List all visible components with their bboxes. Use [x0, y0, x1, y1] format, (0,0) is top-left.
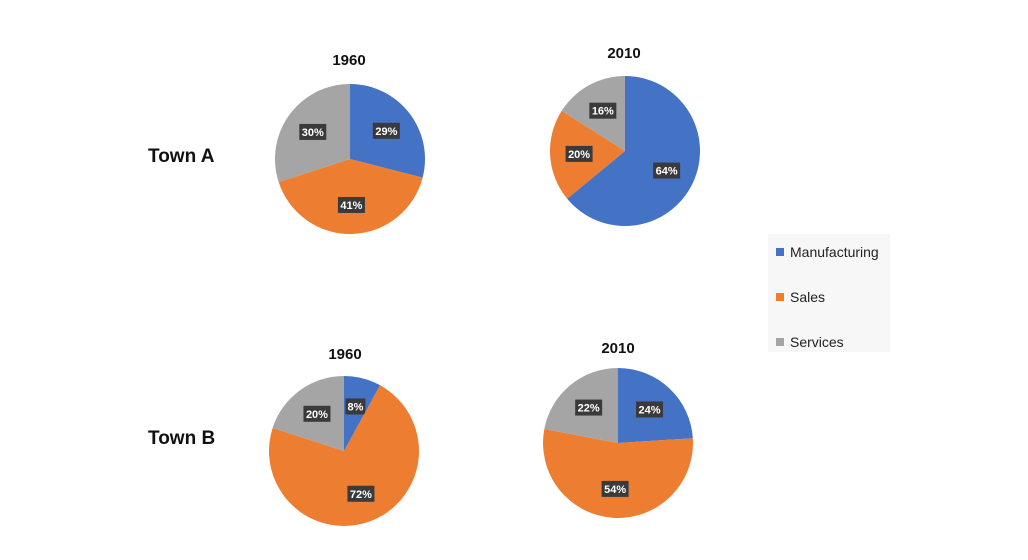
data-label-town-b-1960-manufacturing: 8% [345, 398, 366, 415]
legend-swatch-sales [776, 293, 784, 301]
legend-label-services: Services [790, 334, 844, 350]
svg-text:8%: 8% [347, 401, 363, 413]
svg-text:29%: 29% [375, 126, 397, 138]
data-label-town-b-2010-manufacturing: 24% [635, 401, 663, 418]
data-label-town-a-2010-manufacturing: 64% [653, 162, 681, 179]
data-label-town-a-2010-services: 16% [589, 102, 617, 119]
svg-text:24%: 24% [638, 404, 660, 416]
town-b-label: Town B [148, 428, 216, 449]
legend-item-services: Services [776, 334, 844, 350]
svg-text:41%: 41% [340, 200, 362, 212]
svg-text:72%: 72% [350, 489, 372, 501]
legend: Manufacturing Sales Services [768, 234, 890, 352]
data-label-town-a-1960-manufacturing: 29% [372, 122, 400, 139]
pie-slice-town-b-2010-sales [543, 428, 693, 518]
data-label-town-b-1960-sales: 72% [347, 485, 375, 502]
legend-swatch-services [776, 338, 784, 346]
pie-slice-town-a-1960-sales [278, 159, 423, 235]
pie-town-a-2010: 64% 20% 16% [550, 76, 700, 226]
pie-town-b-1960: 8% 72% 20% [269, 376, 419, 526]
pie-slice-town-a-2010-manufacturing [567, 76, 700, 226]
svg-text:30%: 30% [302, 127, 324, 139]
pie-town-a-1960: 29% 41% 30% [275, 84, 425, 235]
town-a-label: Town A [148, 146, 215, 167]
legend-label-sales: Sales [790, 289, 826, 305]
svg-text:20%: 20% [568, 149, 590, 161]
legend-item-manufacturing: Manufacturing [776, 244, 879, 260]
town-b-2010-title: 2010 [601, 340, 635, 357]
svg-text:54%: 54% [604, 484, 626, 496]
svg-text:22%: 22% [578, 403, 600, 415]
data-label-town-b-2010-services: 22% [575, 399, 603, 416]
data-label-town-a-1960-sales: 41% [337, 196, 365, 213]
svg-text:20%: 20% [306, 409, 328, 421]
legend-label-manufacturing: Manufacturing [790, 244, 879, 260]
svg-text:16%: 16% [592, 106, 614, 118]
town-a-1960-title: 1960 [332, 52, 366, 69]
town-b-1960-title: 1960 [328, 346, 362, 363]
data-label-town-a-2010-sales: 20% [565, 145, 593, 162]
legend-swatch-manufacturing [776, 248, 784, 256]
legend-item-sales: Sales [776, 289, 825, 305]
pie-town-b-2010: 24% 54% 22% [543, 368, 693, 518]
svg-text:64%: 64% [656, 166, 678, 178]
pie-slice-town-b-1960-sales [269, 385, 419, 526]
data-label-town-b-2010-sales: 54% [601, 480, 629, 497]
data-label-town-a-1960-services: 30% [299, 123, 327, 140]
data-label-town-b-1960-services: 20% [303, 405, 331, 422]
town-a-2010-title: 2010 [607, 45, 641, 62]
